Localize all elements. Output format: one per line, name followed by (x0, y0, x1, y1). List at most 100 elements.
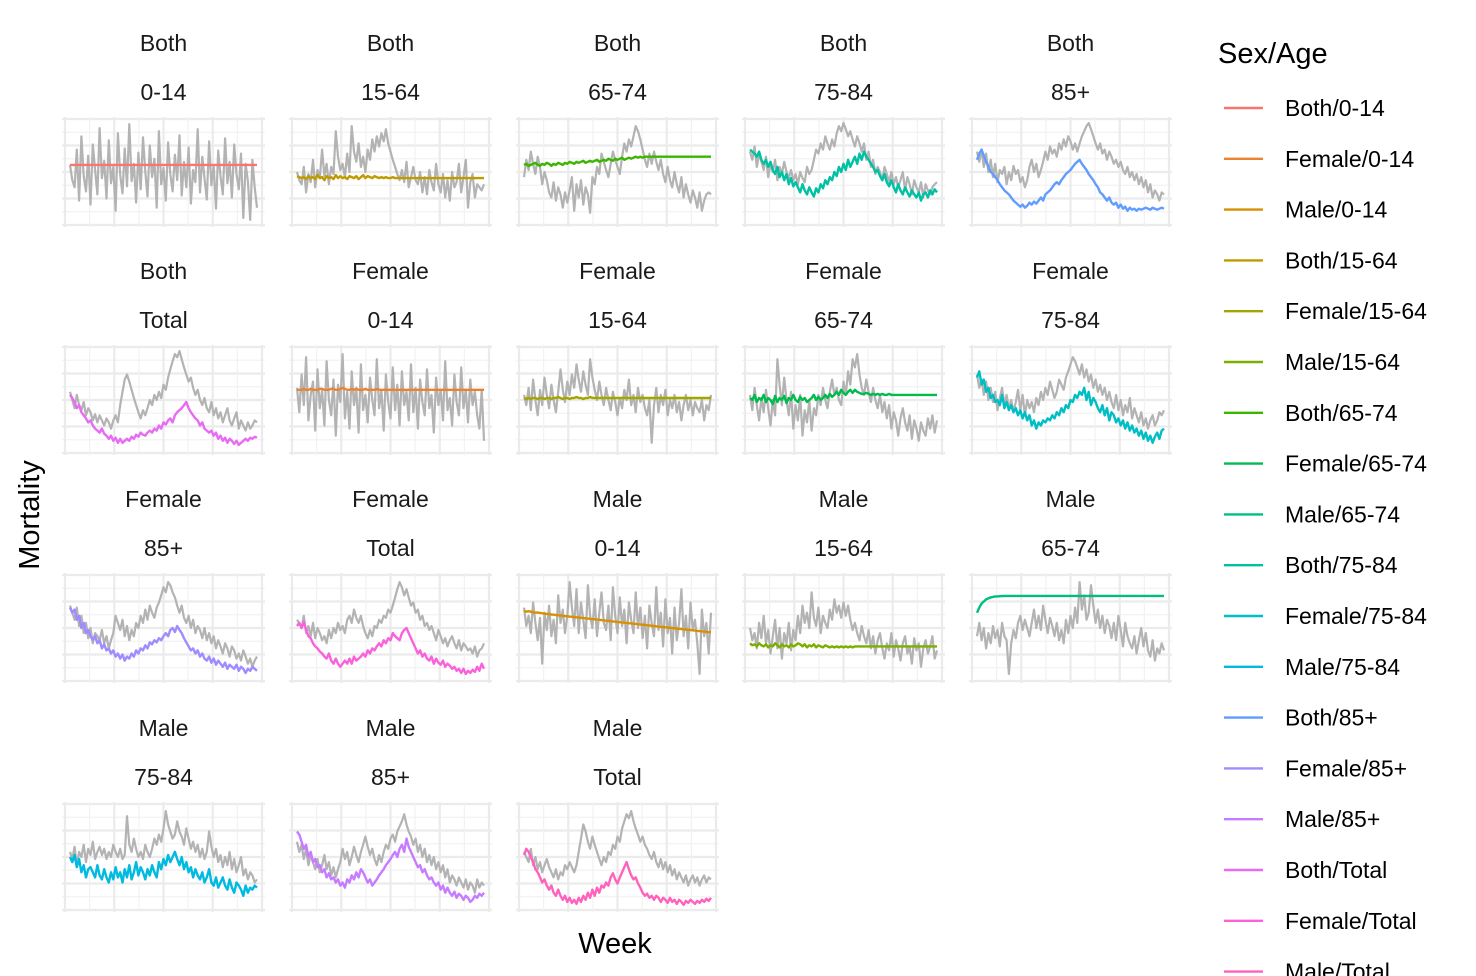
facet-strip-sex: Both (140, 30, 187, 56)
legend-label: Female/85+ (1285, 755, 1407, 781)
facet-strip-sex: Both (140, 258, 187, 284)
panel-grid (62, 573, 265, 683)
facet-strip-age: 85+ (1051, 79, 1090, 105)
panel-grid (516, 117, 719, 227)
facet-panel: Female Total (289, 486, 492, 683)
facet-panel: Male 85+ (289, 715, 492, 912)
legend-title: Sex/Age (1218, 38, 1328, 70)
facet-panel: Female 15-64 (516, 258, 719, 455)
legend-item: Male/85+ (1224, 806, 1380, 832)
fitted-series-line (522, 847, 712, 907)
legend-label: Male/0-14 (1285, 197, 1387, 223)
fitted-series-line (297, 386, 484, 391)
facet-strip-age: 0-14 (367, 307, 413, 333)
legend-item: Male/15-64 (1224, 349, 1400, 375)
legend-label: Male/75-84 (1285, 654, 1400, 680)
facet-panel: Both 0-14 (62, 30, 265, 227)
facet-panel: Both 75-84 (742, 30, 945, 227)
facet-strip-age: 65-74 (814, 307, 873, 333)
facet-strip-sex: Female (352, 258, 429, 284)
observed-series-line (975, 121, 1165, 202)
facet-strip-age: 85+ (371, 764, 410, 790)
legend-item: Both/65-74 (1224, 400, 1398, 426)
fitted-series-line (523, 395, 711, 401)
panel-grid (516, 345, 719, 455)
panel-grid (289, 573, 492, 683)
facet-panel: Both 65-74 (516, 30, 719, 227)
panel-grid (742, 573, 945, 683)
facet-panel: Female 85+ (62, 486, 265, 683)
panel-grid (62, 802, 265, 912)
facet-strip-sex: Male (366, 715, 416, 741)
fitted-series-line (749, 148, 938, 202)
legend-label: Male/65-74 (1285, 501, 1400, 527)
legend: Sex/Age Both/0-14 Female/0-14 Male/0-14 Bot… (1218, 38, 1427, 976)
facet-panel: Female 0-14 (289, 258, 492, 455)
legend-label: Female/65-74 (1285, 451, 1427, 477)
observed-series-line (68, 122, 259, 221)
facet-strip-sex: Female (579, 258, 656, 284)
facet-strip-age: 15-64 (814, 535, 873, 561)
legend-item: Male/Total (1224, 959, 1390, 976)
legend-item: Female/85+ (1224, 755, 1407, 781)
facet-strip-age: 75-84 (814, 79, 873, 105)
legend-label: Female/0-14 (1285, 146, 1414, 172)
facet-panel: Male 75-84 (62, 715, 265, 912)
observed-series-line (68, 349, 258, 432)
panel-grid (516, 802, 719, 912)
legend-label: Male/Total (1285, 959, 1390, 976)
facet-panel: Both Total (62, 258, 265, 455)
observed-series-line (975, 580, 1166, 676)
legend-label: Both/Total (1285, 857, 1387, 883)
facet-panel: Both 85+ (969, 30, 1172, 227)
legend-item: Both/Total (1224, 857, 1387, 883)
legend-item: Male/75-84 (1224, 654, 1400, 680)
facet-strip-sex: Male (593, 486, 643, 512)
observed-series-line (295, 813, 485, 894)
legend-label: Both/65-74 (1285, 400, 1398, 426)
facet-strip-sex: Both (367, 30, 414, 56)
facet-strip-age: 85+ (144, 535, 183, 561)
legend-label: Female/15-64 (1285, 298, 1427, 324)
facet-strip-sex: Both (1047, 30, 1094, 56)
legend-item: Female/Total (1224, 908, 1417, 934)
facet-strip-age: Total (139, 307, 188, 333)
legend-label: Both/0-14 (1285, 95, 1385, 121)
facet-strip-age: 65-74 (1041, 535, 1100, 561)
panel-grid (969, 573, 1172, 683)
fitted-series-line (523, 155, 711, 168)
legend-item: Both/85+ (1224, 705, 1378, 731)
legend-label: Male/85+ (1285, 806, 1380, 832)
legend-item: Male/65-74 (1224, 501, 1400, 527)
observed-series-line (522, 580, 713, 676)
facet-strip-age: 0-14 (140, 79, 186, 105)
facet-panel: Male 0-14 (516, 486, 719, 683)
panel-grid (62, 345, 265, 455)
legend-item: Both/0-14 (1224, 95, 1385, 121)
facet-strip-sex: Male (139, 715, 189, 741)
legend-label: Female/75-84 (1285, 603, 1427, 629)
observed-series-line (748, 591, 939, 668)
facet-strip-age: 15-64 (361, 79, 420, 105)
observed-series-line (522, 809, 712, 887)
facet-panel: Both 15-64 (289, 30, 492, 227)
facet-panel: Male 65-74 (969, 486, 1172, 683)
legend-label: Both/75-84 (1285, 552, 1398, 578)
facet-panel: Male 15-64 (742, 486, 945, 683)
facet-strip-age: 0-14 (594, 535, 640, 561)
legend-item: Female/0-14 (1224, 146, 1414, 172)
legend-label: Both/85+ (1285, 705, 1378, 731)
fitted-series-line (975, 594, 1164, 614)
facet-strip-age: 75-84 (1041, 307, 1100, 333)
facet-panel: Female 65-74 (742, 258, 945, 455)
legend-label: Female/Total (1285, 908, 1417, 934)
fitted-series-line (975, 148, 1165, 213)
observed-series-line (295, 353, 486, 441)
fitted-series-line (296, 620, 486, 676)
facet-strip-sex: Male (1046, 486, 1096, 512)
fitted-series-line (975, 370, 1165, 444)
fitted-series-line (68, 850, 258, 897)
x-axis-title: Week (578, 928, 652, 960)
facet-strip-sex: Female (125, 486, 202, 512)
legend-item: Male/0-14 (1224, 197, 1387, 223)
